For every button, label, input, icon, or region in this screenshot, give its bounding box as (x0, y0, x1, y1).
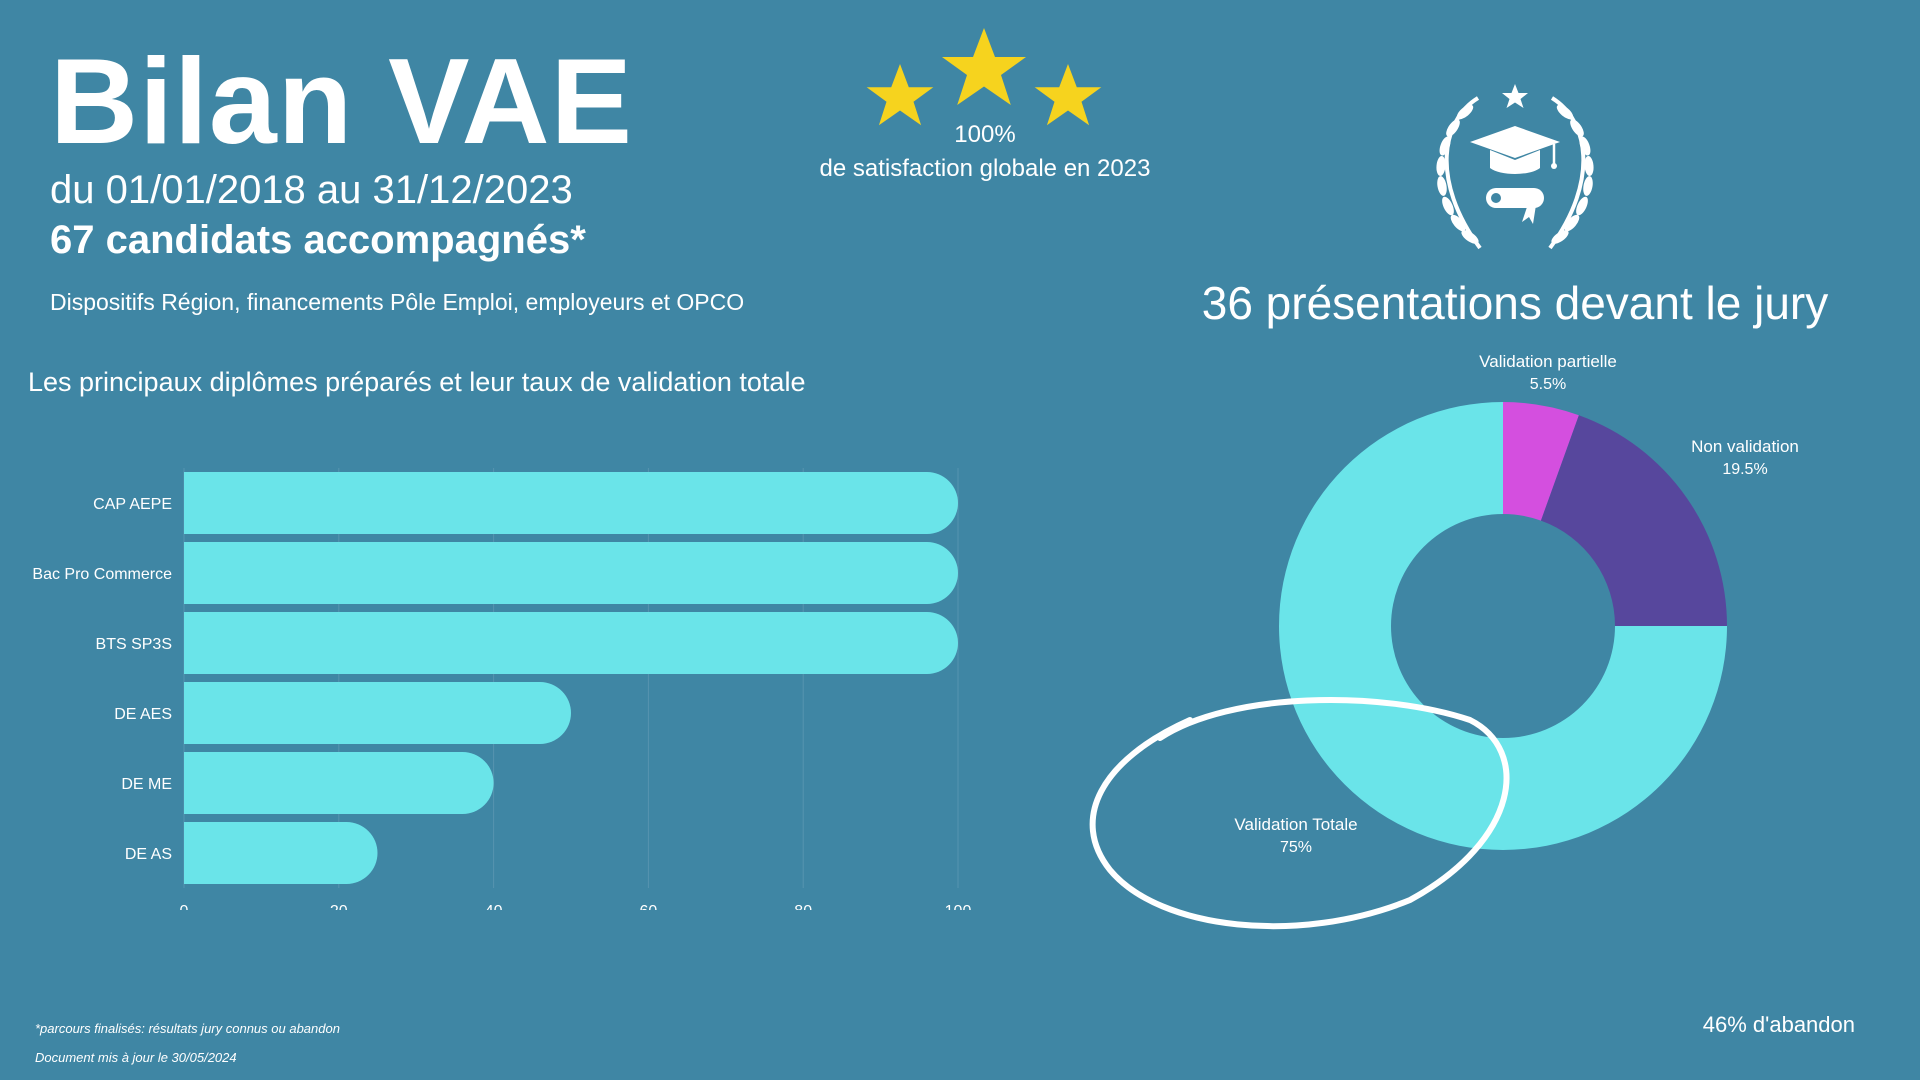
slice-label: Non validation (1691, 437, 1799, 456)
slice-label: Validation partielle (1479, 352, 1617, 371)
category-label: BTS SP3S (96, 636, 172, 653)
candidates-count: 67 candidats accompagnés* (50, 218, 586, 262)
jury-title: 36 présentations devant le jury (1201, 277, 1829, 329)
bar (184, 822, 378, 884)
bar (184, 542, 958, 604)
period-text: du 01/01/2018 au 31/12/2023 (50, 168, 573, 212)
donut-chart: Validation partielle 5.5% Non validation 19… (1089, 352, 1799, 930)
category-label: Bac Pro Commerce (32, 566, 172, 583)
satisfaction-value: 100% (954, 121, 1016, 148)
abandon-rate: 46% d'abandon (1702, 1012, 1855, 1037)
x-tick-label: 20 (330, 903, 348, 910)
x-tick-label: 0 (180, 903, 189, 910)
x-tick-label: 60 (640, 903, 658, 910)
stars-group (866, 28, 1102, 126)
x-tick-label: 100 (945, 903, 972, 910)
category-label: DE AS (125, 846, 172, 863)
satisfaction-block: 100% de satisfaction globale en 2023 (760, 118, 1210, 185)
highlight-ellipse (1089, 697, 1510, 930)
satisfaction-label: de satisfaction globale en 2023 (819, 154, 1151, 182)
slice-value-label: 75% (1280, 839, 1312, 856)
update-date: Document mis à jour le 30/05/2024 (35, 1050, 237, 1065)
page-title: Bilan VAE (50, 33, 633, 169)
footnote: *parcours finalisés: résultats jury conn… (35, 1021, 340, 1036)
x-tick-label: 40 (485, 903, 503, 910)
slice-value-label: 19.5% (1722, 461, 1767, 478)
category-label: DE AES (114, 706, 172, 723)
bar-chart: 0 20 40 60 80 100 CAP AEPE Bac Pro Commerce BTS … (32, 468, 972, 910)
star-icon (942, 28, 1026, 105)
funding-text: Dispositifs Région, financements Pôle Em… (50, 289, 745, 315)
star-icon (1034, 64, 1102, 126)
bar-chart-title: Les principaux diplômes préparés et leur… (28, 367, 806, 397)
donut-slice (1503, 402, 1579, 521)
slice-value-label: 5.5% (1530, 376, 1566, 393)
category-label: DE ME (121, 776, 172, 793)
slice-label: Validation Totale (1234, 815, 1357, 834)
graduation-laurel-icon (1436, 84, 1594, 250)
bar (184, 752, 494, 814)
donut-slice (1540, 415, 1727, 626)
star-icon (866, 64, 934, 126)
donut-slice (1279, 402, 1727, 850)
category-label: CAP AEPE (93, 496, 172, 513)
bar (184, 612, 958, 674)
bar (184, 682, 571, 744)
bar (184, 472, 958, 534)
x-tick-label: 80 (794, 903, 812, 910)
